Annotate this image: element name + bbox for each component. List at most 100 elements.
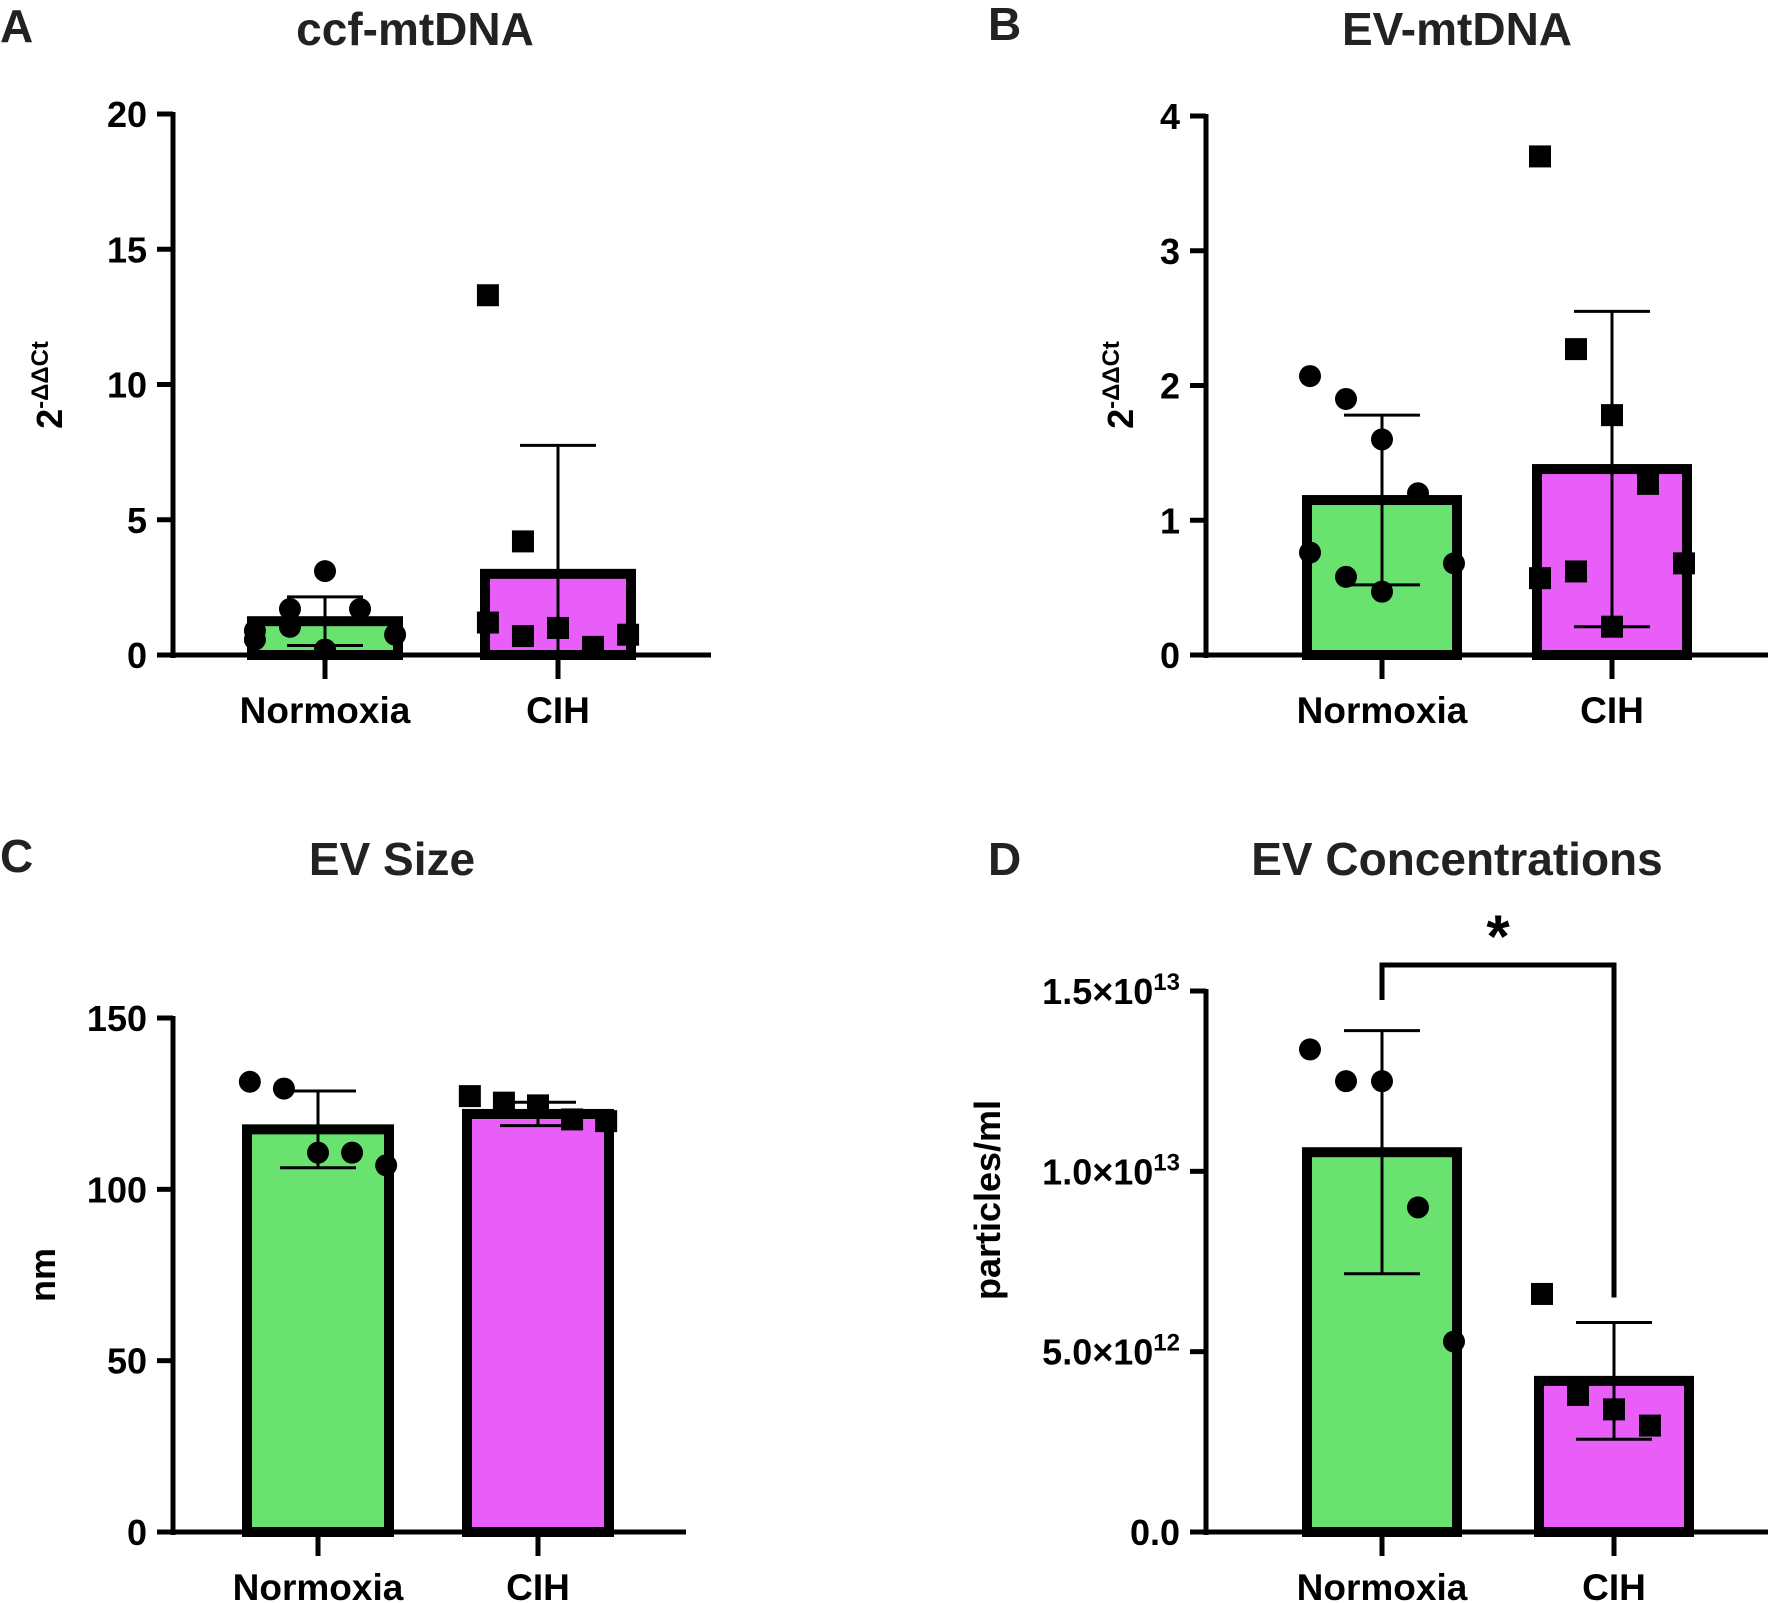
data-point bbox=[307, 1141, 329, 1164]
y-axis-label-base: particles/ml bbox=[967, 1100, 1008, 1300]
data-point bbox=[582, 635, 605, 658]
y-axis-label: 2-ΔΔCt bbox=[1098, 341, 1141, 429]
data-point bbox=[314, 560, 336, 583]
x-tick-label: CIH bbox=[1580, 690, 1644, 731]
data-point bbox=[384, 623, 407, 646]
data-point bbox=[1603, 1398, 1625, 1421]
data-point bbox=[1443, 552, 1465, 575]
data-point bbox=[527, 1094, 549, 1117]
y-tick-label: 0 bbox=[127, 1512, 147, 1553]
y-tick-label: 150 bbox=[87, 998, 147, 1039]
y-tick-label-text: 5.0×10 bbox=[1042, 1332, 1153, 1373]
data-point bbox=[561, 1108, 584, 1131]
y-tick-label: 100 bbox=[87, 1169, 147, 1210]
x-tick-label: Normoxia bbox=[1297, 1567, 1468, 1603]
data-point bbox=[547, 616, 569, 639]
y-tick-label-text: 10 bbox=[107, 365, 147, 406]
data-point bbox=[1299, 1038, 1321, 1061]
data-point bbox=[1529, 567, 1551, 590]
y-tick-label-text: 3 bbox=[1160, 231, 1180, 272]
bar-normoxia bbox=[242, 1124, 394, 1538]
x-tick-label: Normoxia bbox=[233, 1567, 404, 1603]
panel-label: A bbox=[0, 0, 33, 52]
y-tick-label: 2 bbox=[1160, 366, 1180, 407]
data-point bbox=[1407, 1196, 1429, 1219]
panel-C: C EV Size nm Normoxia CIH 0 50 100 150 bbox=[0, 830, 686, 1603]
y-tick-label: 0 bbox=[127, 635, 147, 676]
y-tick-label-text: 0 bbox=[1160, 635, 1180, 676]
y-tick-label-text: 0.0 bbox=[1130, 1512, 1180, 1553]
data-point bbox=[341, 1141, 364, 1164]
data-point bbox=[1637, 472, 1659, 495]
x-tick-label: CIH bbox=[526, 690, 590, 731]
y-tick-label-exponent: 12 bbox=[1153, 1330, 1180, 1357]
significance-star: * bbox=[1486, 903, 1510, 970]
y-axis-label: 2-ΔΔCt bbox=[27, 341, 70, 429]
y-tick-label: 50 bbox=[107, 1341, 147, 1382]
y-tick-label-text: 1.0×10 bbox=[1042, 1151, 1153, 1192]
data-point bbox=[1565, 560, 1587, 583]
data-point bbox=[1639, 1414, 1661, 1437]
y-tick-label-text: 2 bbox=[1160, 366, 1180, 407]
panel-D: D EV Concentrations particles/ml Normoxia CI… bbox=[967, 833, 1768, 1603]
chart-title: ccf-mtDNA bbox=[296, 3, 534, 55]
y-tick-label: 1.0×1013 bbox=[1042, 1149, 1180, 1192]
bar-cih bbox=[462, 1108, 614, 1537]
y-tick-label-text: 0 bbox=[127, 635, 147, 676]
data-point bbox=[1567, 1383, 1589, 1406]
panel-label: D bbox=[988, 833, 1021, 885]
data-point bbox=[595, 1110, 618, 1133]
y-tick-label-text: 0 bbox=[127, 1512, 147, 1553]
data-point bbox=[349, 598, 372, 621]
y-tick-label-exponent: 13 bbox=[1153, 1149, 1180, 1176]
panel-label: C bbox=[0, 830, 33, 882]
panel-label: B bbox=[988, 0, 1021, 50]
data-point bbox=[511, 625, 534, 648]
y-axis-label: nm bbox=[22, 1248, 63, 1302]
y-tick-label-exponent: 13 bbox=[1153, 969, 1180, 996]
data-point bbox=[476, 611, 499, 634]
y-tick-label-text: 150 bbox=[87, 998, 147, 1039]
y-tick-label: 4 bbox=[1160, 96, 1180, 137]
data-point bbox=[1371, 580, 1393, 603]
y-axis-label-base: 2 bbox=[1100, 409, 1141, 429]
chart-title: EV Size bbox=[309, 833, 475, 885]
y-tick-label: 1 bbox=[1160, 500, 1180, 541]
y-axis-label-base: nm bbox=[22, 1248, 63, 1302]
data-point bbox=[1299, 541, 1321, 564]
y-tick-label: 10 bbox=[107, 365, 147, 406]
y-tick-label-text: 50 bbox=[107, 1341, 147, 1382]
x-tick-label: CIH bbox=[506, 1567, 570, 1603]
chart-title: EV-mtDNA bbox=[1342, 3, 1572, 55]
data-point bbox=[1529, 145, 1551, 168]
y-tick-label: 5.0×1012 bbox=[1042, 1330, 1180, 1373]
data-point bbox=[1407, 482, 1429, 505]
y-tick-label: 15 bbox=[107, 229, 147, 270]
data-point bbox=[278, 615, 301, 638]
data-point bbox=[1673, 552, 1695, 575]
y-axis-label-base: 2 bbox=[29, 409, 70, 429]
data-point bbox=[511, 530, 534, 553]
data-point bbox=[1335, 1070, 1357, 1093]
y-tick-label-text: 20 bbox=[107, 94, 147, 135]
y-tick-label: 5 bbox=[127, 500, 147, 541]
y-axis-label-superscript: -ΔΔCt bbox=[1098, 341, 1125, 409]
y-tick-label-text: 15 bbox=[107, 229, 147, 270]
data-point bbox=[492, 1091, 515, 1114]
data-point bbox=[476, 284, 499, 307]
data-point bbox=[1371, 428, 1393, 451]
x-tick-label: CIH bbox=[1582, 1567, 1646, 1603]
data-point bbox=[1335, 387, 1357, 410]
data-point bbox=[278, 598, 301, 621]
data-point bbox=[1443, 1330, 1465, 1353]
y-tick-label: 20 bbox=[107, 94, 147, 135]
data-point bbox=[1371, 1070, 1393, 1093]
y-tick-label: 1.5×1013 bbox=[1042, 969, 1180, 1012]
y-tick-label: 0 bbox=[1160, 635, 1180, 676]
y-tick-label-text: 1 bbox=[1160, 500, 1180, 541]
data-point bbox=[1531, 1282, 1553, 1305]
y-tick-label: 0.0 bbox=[1130, 1512, 1180, 1553]
y-tick-label-text: 5 bbox=[127, 500, 147, 541]
